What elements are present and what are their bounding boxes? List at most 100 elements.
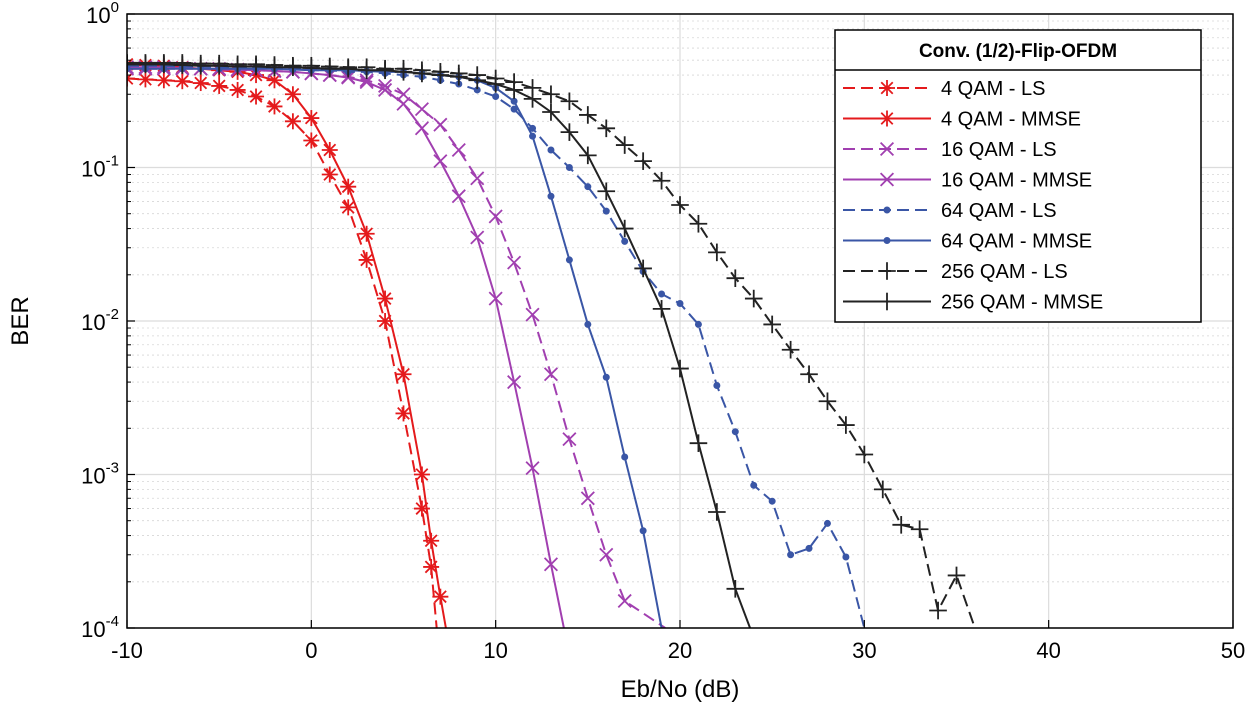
data-point <box>547 146 555 154</box>
series-line <box>127 61 976 628</box>
data-point <box>414 102 429 117</box>
data-point <box>174 73 191 90</box>
series-layer <box>127 54 976 628</box>
marker-dot <box>842 553 850 561</box>
data-point <box>652 300 671 318</box>
legend-swatch-marker <box>879 172 895 187</box>
data-point <box>505 81 523 99</box>
data-point <box>358 251 375 268</box>
legend-label: 16 QAM - MMSE <box>941 170 1092 192</box>
marker-stroke <box>231 83 244 97</box>
marker-dot <box>510 97 518 105</box>
marker-stroke <box>543 557 559 572</box>
legend-swatch-marker <box>878 262 896 280</box>
data-point <box>929 601 947 620</box>
legend-item: 64 QAM - MMSE <box>843 231 1092 253</box>
data-point <box>191 56 210 75</box>
data-point <box>376 61 394 80</box>
data-point <box>658 290 666 298</box>
legend-item: 4 QAM - MMSE <box>843 109 1081 131</box>
marker-stroke <box>562 432 577 447</box>
legend-items: 4 QAM - LS 4 QAM - MMSE 16 QAM - LS 16 QAM … <box>843 78 1103 314</box>
x-tick-label: 20 <box>668 638 692 663</box>
data-point <box>615 136 634 154</box>
data-point <box>284 86 301 103</box>
data-point <box>579 146 597 165</box>
data-point <box>694 320 702 328</box>
legend-box <box>834 29 1202 323</box>
marker-stroke <box>268 100 281 113</box>
marker-stroke <box>451 142 466 158</box>
data-point <box>210 56 228 75</box>
data-point <box>542 85 560 104</box>
y-axis-label: BER <box>7 296 34 345</box>
marker-stroke <box>525 461 540 476</box>
marker-stroke <box>360 227 374 241</box>
marker-dot <box>823 519 831 527</box>
legend-label: 64 QAM - MMSE <box>941 231 1092 253</box>
marker-stroke <box>880 81 894 95</box>
marker-stroke <box>286 114 300 128</box>
marker-stroke <box>414 121 429 136</box>
data-point <box>488 291 503 306</box>
marker-dot <box>713 382 721 390</box>
data-point <box>837 416 855 434</box>
data-point <box>671 196 689 214</box>
legend-item: 16 QAM - MMSE <box>843 170 1092 192</box>
y-tick-label: 10-2 <box>81 306 119 335</box>
data-point <box>450 67 468 86</box>
marker-stroke <box>268 73 281 87</box>
legend-item: 4 QAM - LS <box>843 78 1045 100</box>
marker-stroke <box>139 72 152 86</box>
data-point <box>303 132 320 149</box>
data-point <box>584 183 592 191</box>
marker-stroke <box>378 292 392 305</box>
y-tick-label: 100 <box>86 0 119 28</box>
marker-stroke <box>879 172 895 187</box>
data-point <box>525 307 540 322</box>
legend-swatch-marker <box>879 141 895 157</box>
data-point <box>468 71 487 90</box>
marker-stroke <box>304 134 318 147</box>
data-point <box>321 142 338 159</box>
marker-dot <box>510 105 518 113</box>
marker-dot <box>805 544 813 552</box>
data-point <box>621 453 629 461</box>
data-point <box>284 58 302 77</box>
marker-stroke <box>424 534 438 548</box>
marker-stroke <box>414 102 429 117</box>
data-point <box>321 166 338 183</box>
data-point <box>137 71 154 88</box>
marker-stroke <box>194 76 208 90</box>
data-point <box>562 432 577 447</box>
data-point <box>228 57 247 76</box>
marker-stroke <box>249 90 263 103</box>
data-point <box>634 152 652 170</box>
data-point <box>542 103 560 121</box>
marker-stroke <box>488 291 503 306</box>
data-point <box>470 171 485 186</box>
data-point <box>805 544 813 552</box>
marker-dot <box>602 373 610 381</box>
data-point <box>340 199 357 216</box>
legend-swatch-marker <box>883 237 891 244</box>
marker-dot <box>658 290 666 298</box>
data-point <box>529 124 537 132</box>
marker-dot <box>492 93 500 101</box>
data-point <box>136 55 155 74</box>
data-point <box>303 110 320 127</box>
data-point <box>266 98 283 115</box>
data-point <box>357 61 376 80</box>
series-256-qam-mmse <box>127 55 751 628</box>
marker-dot <box>883 237 891 244</box>
data-point <box>413 466 430 483</box>
legend-label: 4 QAM - LS <box>941 78 1045 100</box>
data-point <box>560 123 579 141</box>
marker-stroke <box>488 209 503 224</box>
marker-stroke <box>341 200 355 214</box>
data-point <box>671 359 689 378</box>
data-point <box>507 255 522 270</box>
data-point <box>713 382 721 390</box>
